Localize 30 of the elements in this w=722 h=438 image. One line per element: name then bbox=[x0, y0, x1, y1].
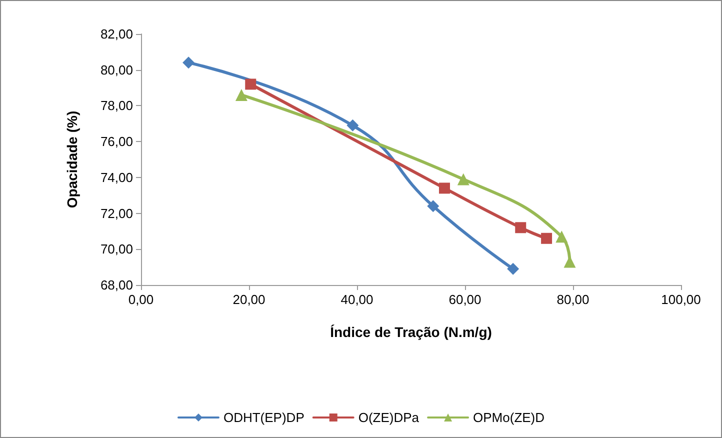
x-tick-label: 100,00 bbox=[661, 292, 701, 307]
point bbox=[182, 56, 195, 69]
x-tick-label: 20,00 bbox=[232, 292, 266, 307]
legend-label: ODHT(EP)DP bbox=[223, 410, 304, 425]
y-tick-label: 68,00 bbox=[100, 278, 133, 292]
point bbox=[438, 182, 450, 194]
point bbox=[235, 88, 248, 101]
x-axis-title: Índice de Tração (N.m/g) bbox=[330, 324, 492, 340]
y-tick-label: 72,00 bbox=[100, 206, 133, 221]
x-tick-label: 0,00 bbox=[128, 292, 154, 307]
point bbox=[346, 119, 359, 132]
point bbox=[427, 200, 440, 212]
y-tick-label: 82,00 bbox=[100, 26, 133, 42]
x-tick-label: 60,00 bbox=[448, 292, 482, 307]
y-tick-label: 74,00 bbox=[100, 170, 133, 185]
x-tick-label: 80,00 bbox=[556, 292, 590, 307]
y-tick-label: 78,00 bbox=[100, 98, 133, 114]
point bbox=[541, 232, 552, 244]
point bbox=[515, 222, 526, 234]
point bbox=[507, 262, 520, 275]
y-tick-label: 76,00 bbox=[100, 134, 133, 150]
y-tick-label: 70,00 bbox=[100, 242, 133, 257]
x-tick-label: 40,00 bbox=[340, 292, 374, 307]
y-tick-label: 80,00 bbox=[100, 62, 133, 78]
y-axis-title: Opacidade (%) bbox=[64, 110, 80, 208]
legend-label: O(ZE)DPa bbox=[358, 410, 420, 425]
point bbox=[457, 173, 470, 186]
point bbox=[556, 230, 568, 243]
point bbox=[245, 78, 256, 90]
legend-label: OPMo(ZE)D bbox=[473, 410, 545, 425]
